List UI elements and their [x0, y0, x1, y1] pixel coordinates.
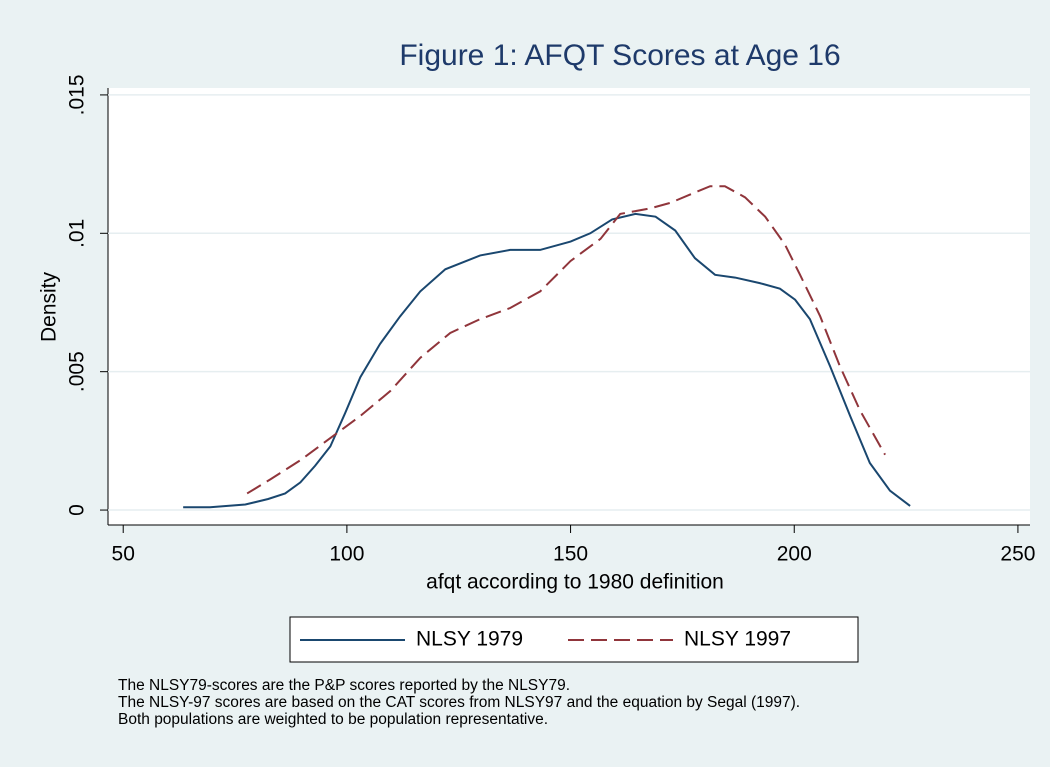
x-axis-label: afqt according to 1980 definition — [426, 571, 724, 594]
x-tick-label: 150 — [553, 543, 588, 566]
series-line — [183, 212, 911, 509]
plot-area — [108, 88, 1030, 525]
y-axis-label: Density — [38, 271, 61, 342]
y-tick-label: .005 — [66, 351, 89, 392]
x-tick-label: 250 — [1000, 543, 1035, 566]
y-tick-label: 0 — [66, 504, 89, 516]
x-tick-label: 200 — [777, 543, 812, 566]
x-tick-label: 50 — [112, 543, 135, 566]
legend-label: NLSY 1979 — [416, 628, 523, 651]
y-tick-label: .015 — [66, 74, 89, 115]
note: Both populations are weighted to be popu… — [118, 711, 548, 728]
note: The NLSY-97 scores are based on the CAT … — [118, 694, 800, 711]
series-line — [246, 185, 886, 495]
note: The NLSY79-scores are the P&P scores rep… — [118, 677, 570, 694]
chart-title: Figure 1: AFQT Scores at Age 16 — [399, 39, 840, 72]
y-tick-label: .01 — [66, 219, 89, 248]
legend-label: NLSY 1997 — [684, 628, 791, 651]
x-tick-label: 100 — [329, 543, 364, 566]
